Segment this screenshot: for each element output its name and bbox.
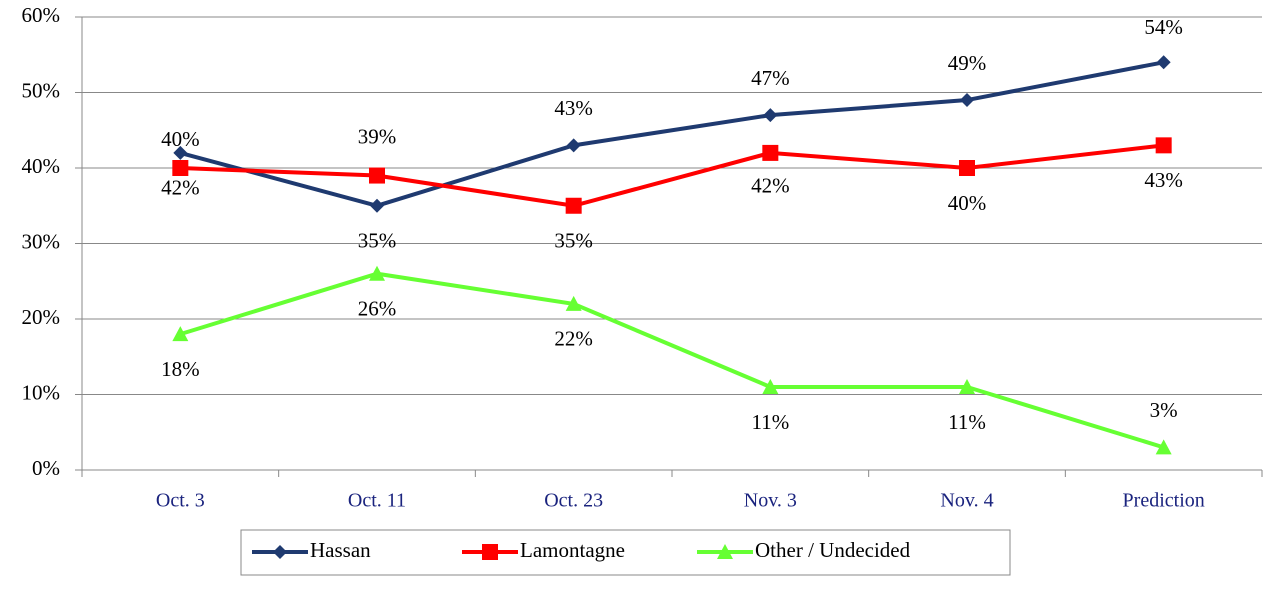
marker [273, 545, 287, 559]
marker [763, 108, 778, 123]
data-label: 35% [554, 229, 593, 253]
marker [565, 295, 582, 311]
series-line [179, 60, 1165, 208]
x-tick-label: Nov. 4 [940, 490, 993, 512]
y-tick-label: 50% [22, 78, 61, 102]
data-label: 49% [948, 51, 987, 75]
x-tick-label: Oct. 3 [156, 490, 205, 512]
y-tick-label: 10% [22, 380, 61, 404]
data-label: 43% [554, 96, 593, 120]
y-tick-label: 60% [22, 3, 61, 27]
data-label: 54% [1144, 15, 1183, 39]
marker [566, 138, 581, 153]
data-label: 39% [358, 124, 397, 148]
marker [370, 198, 384, 213]
marker [565, 197, 582, 214]
data-label: 11% [948, 410, 986, 434]
data-label: 42% [751, 174, 790, 198]
marker [959, 378, 975, 394]
data-label: 18% [161, 357, 200, 381]
x-tick-label: Oct. 23 [544, 490, 603, 512]
x-tick-label: Nov. 3 [744, 490, 797, 512]
legend-label: Other / Undecided [755, 538, 911, 562]
series-line [180, 143, 1164, 208]
x-tick-label: Oct. 11 [348, 490, 406, 512]
data-label: 40% [948, 191, 987, 215]
data-label: 11% [751, 410, 789, 434]
marker [173, 145, 188, 160]
marker [959, 160, 975, 176]
marker [369, 167, 385, 184]
series-line [179, 271, 1165, 450]
marker [762, 378, 779, 394]
data-label: 35% [358, 229, 397, 253]
marker [482, 544, 498, 560]
data-label: 43% [1144, 168, 1183, 192]
data-label: 47% [751, 66, 790, 90]
legend-label: Lamontagne [520, 538, 625, 562]
y-tick-label: 0% [32, 456, 60, 480]
marker [1155, 439, 1172, 455]
marker [960, 93, 974, 108]
marker [1155, 137, 1172, 154]
y-tick-label: 20% [22, 305, 61, 329]
legend-label: Hassan [310, 538, 371, 562]
marker [1156, 55, 1171, 70]
data-label: 40% [161, 127, 200, 151]
y-tick-label: 40% [22, 154, 61, 178]
marker [172, 326, 189, 342]
x-tick-label: Prediction [1123, 490, 1205, 512]
marker [172, 160, 189, 176]
marker [762, 144, 779, 161]
legend-box [240, 529, 1011, 576]
marker [717, 544, 733, 559]
data-label: 22% [554, 327, 593, 351]
marker [369, 265, 385, 281]
data-label: 42% [161, 176, 200, 200]
y-tick-label: 30% [22, 229, 61, 253]
data-label: 3% [1150, 398, 1178, 422]
data-label: 26% [358, 297, 397, 321]
